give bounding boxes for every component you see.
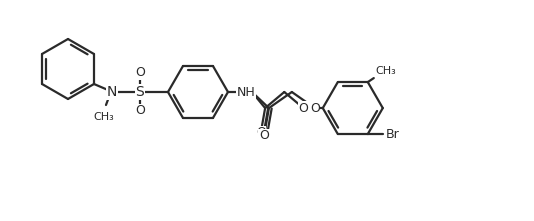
Text: O: O <box>259 129 269 142</box>
Text: CH₃: CH₃ <box>376 66 397 76</box>
Text: O: O <box>310 102 320 114</box>
Text: O: O <box>256 126 266 139</box>
Text: S: S <box>136 85 144 99</box>
Text: O: O <box>135 105 145 118</box>
Text: CH₃: CH₃ <box>93 112 114 122</box>
Text: O: O <box>299 102 308 114</box>
Text: NH: NH <box>237 86 255 99</box>
Text: O: O <box>135 67 145 80</box>
Text: N: N <box>107 85 117 99</box>
Text: Br: Br <box>386 128 399 141</box>
